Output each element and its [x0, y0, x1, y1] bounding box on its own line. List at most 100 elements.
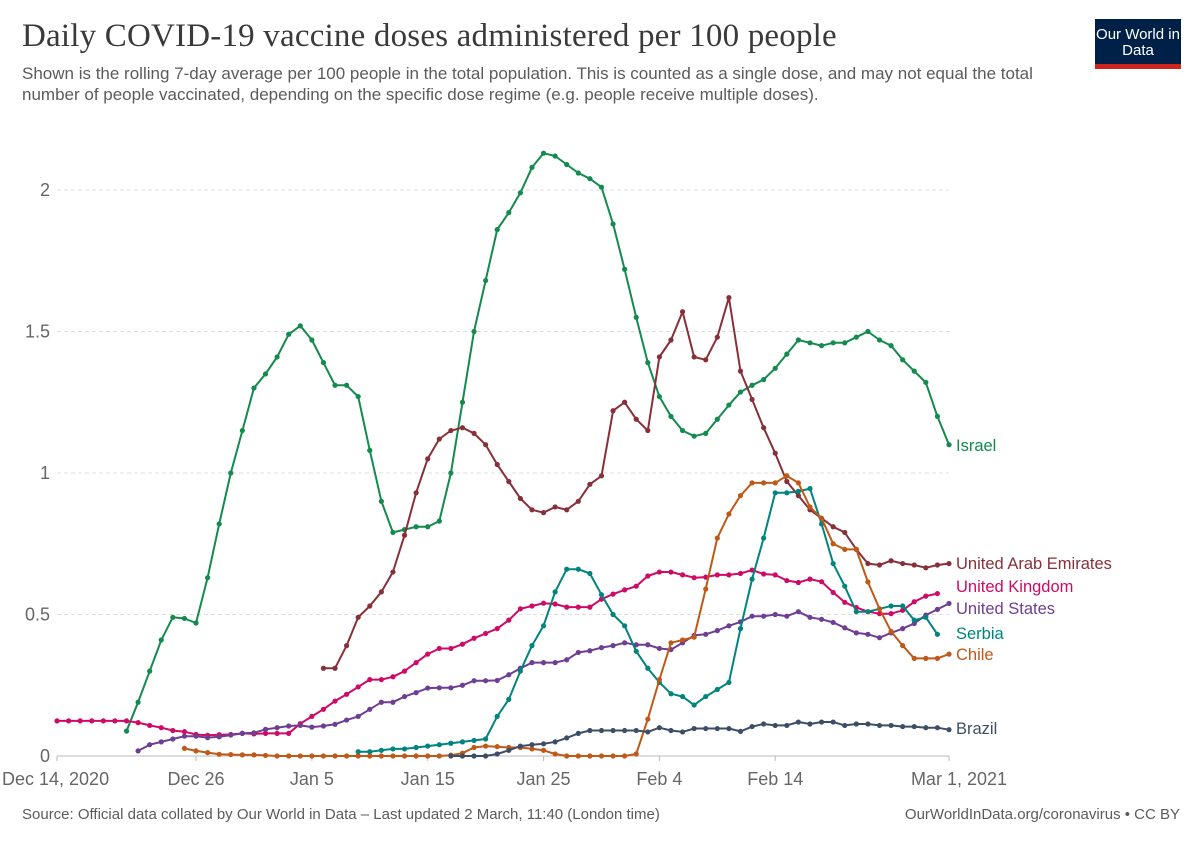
- data-point: [726, 511, 732, 517]
- data-point: [425, 651, 431, 657]
- data-point: [668, 691, 674, 697]
- data-point: [123, 718, 130, 724]
- data-point: [344, 717, 350, 723]
- data-point: [622, 623, 628, 629]
- data-point: [679, 427, 686, 434]
- data-point: [239, 730, 245, 736]
- data-point: [830, 340, 836, 346]
- chart-title: Daily COVID-19 vaccine doses administere…: [22, 18, 837, 54]
- data-point: [448, 645, 454, 652]
- x-tick-label: Dec 14, 2020: [2, 769, 109, 789]
- data-point: [610, 727, 616, 734]
- y-tick-label: 2: [40, 180, 50, 200]
- data-point: [865, 631, 871, 637]
- data-point: [494, 227, 500, 233]
- data-point: [795, 337, 802, 343]
- data-point: [401, 753, 408, 759]
- data-point: [587, 604, 593, 610]
- data-point: [274, 753, 280, 759]
- data-point: [540, 747, 547, 753]
- data-point: [529, 164, 535, 170]
- data-point: [888, 603, 894, 609]
- data-point: [517, 190, 523, 196]
- data-point: [436, 518, 442, 524]
- data-point: [830, 560, 836, 567]
- data-point: [865, 579, 871, 585]
- data-point: [378, 699, 384, 705]
- data-point: [818, 616, 825, 622]
- data-point: [436, 436, 442, 442]
- data-point: [529, 660, 535, 666]
- source-note: Source: Official data collated by Our Wo…: [22, 806, 660, 823]
- data-point: [564, 735, 570, 741]
- x-tick-label: Jan 15: [401, 769, 455, 789]
- data-point: [679, 693, 686, 700]
- data-point: [923, 655, 929, 661]
- data-point: [842, 340, 848, 346]
- data-point: [772, 611, 778, 618]
- data-point: [540, 660, 547, 666]
- data-point: [795, 579, 802, 586]
- data-point: [506, 696, 512, 703]
- data-point: [923, 593, 929, 599]
- data-point: [934, 606, 941, 613]
- data-point: [309, 337, 315, 343]
- data-point: [668, 337, 674, 343]
- data-point: [749, 396, 755, 403]
- data-point: [598, 727, 605, 734]
- credit-link[interactable]: OurWorldInData.org/coronavirus • CC BY: [904, 806, 1180, 823]
- data-point: [251, 752, 257, 758]
- data-point: [807, 614, 813, 620]
- data-point: [483, 743, 489, 749]
- data-point: [355, 684, 361, 690]
- data-point: [274, 730, 280, 736]
- data-point: [286, 723, 292, 729]
- data-point: [853, 609, 859, 615]
- data-point: [934, 631, 941, 637]
- data-point: [876, 337, 883, 343]
- data-point: [204, 735, 211, 741]
- x-tick-label: Jan 5: [290, 769, 334, 789]
- data-point: [726, 572, 732, 578]
- data-point: [332, 665, 338, 671]
- data-point: [170, 736, 176, 742]
- data-point: [413, 690, 419, 696]
- data-point: [876, 606, 883, 612]
- data-point: [552, 739, 558, 745]
- data-point: [494, 461, 500, 468]
- data-point: [181, 729, 188, 735]
- data-point: [552, 660, 558, 666]
- data-point: [401, 532, 408, 538]
- y-tick-label: 1: [40, 463, 50, 483]
- data-point: [112, 718, 118, 724]
- data-point: [286, 753, 292, 759]
- data-point: [784, 478, 790, 485]
- data-point: [749, 480, 755, 486]
- data-point: [390, 746, 396, 752]
- data-point: [262, 371, 269, 377]
- data-point: [367, 603, 373, 609]
- data-point: [656, 676, 662, 683]
- data-point: [494, 713, 500, 719]
- data-point: [830, 541, 836, 547]
- data-point: [876, 635, 883, 641]
- data-point: [633, 583, 639, 589]
- data-point: [749, 613, 755, 619]
- data-point: [737, 570, 744, 577]
- data-point: [587, 570, 593, 577]
- data-point: [564, 753, 570, 759]
- data-point: [772, 490, 778, 496]
- data-point: [645, 427, 651, 434]
- data-point: [332, 382, 338, 388]
- data-point: [703, 586, 709, 592]
- data-point: [865, 328, 871, 335]
- data-point: [378, 589, 384, 595]
- data-point: [737, 368, 744, 374]
- series-lines: [54, 150, 952, 759]
- data-point: [147, 742, 153, 748]
- owid-logo[interactable]: Our World in Data: [1095, 19, 1181, 69]
- data-point: [367, 447, 373, 453]
- data-point: [100, 718, 106, 724]
- data-point: [911, 368, 917, 374]
